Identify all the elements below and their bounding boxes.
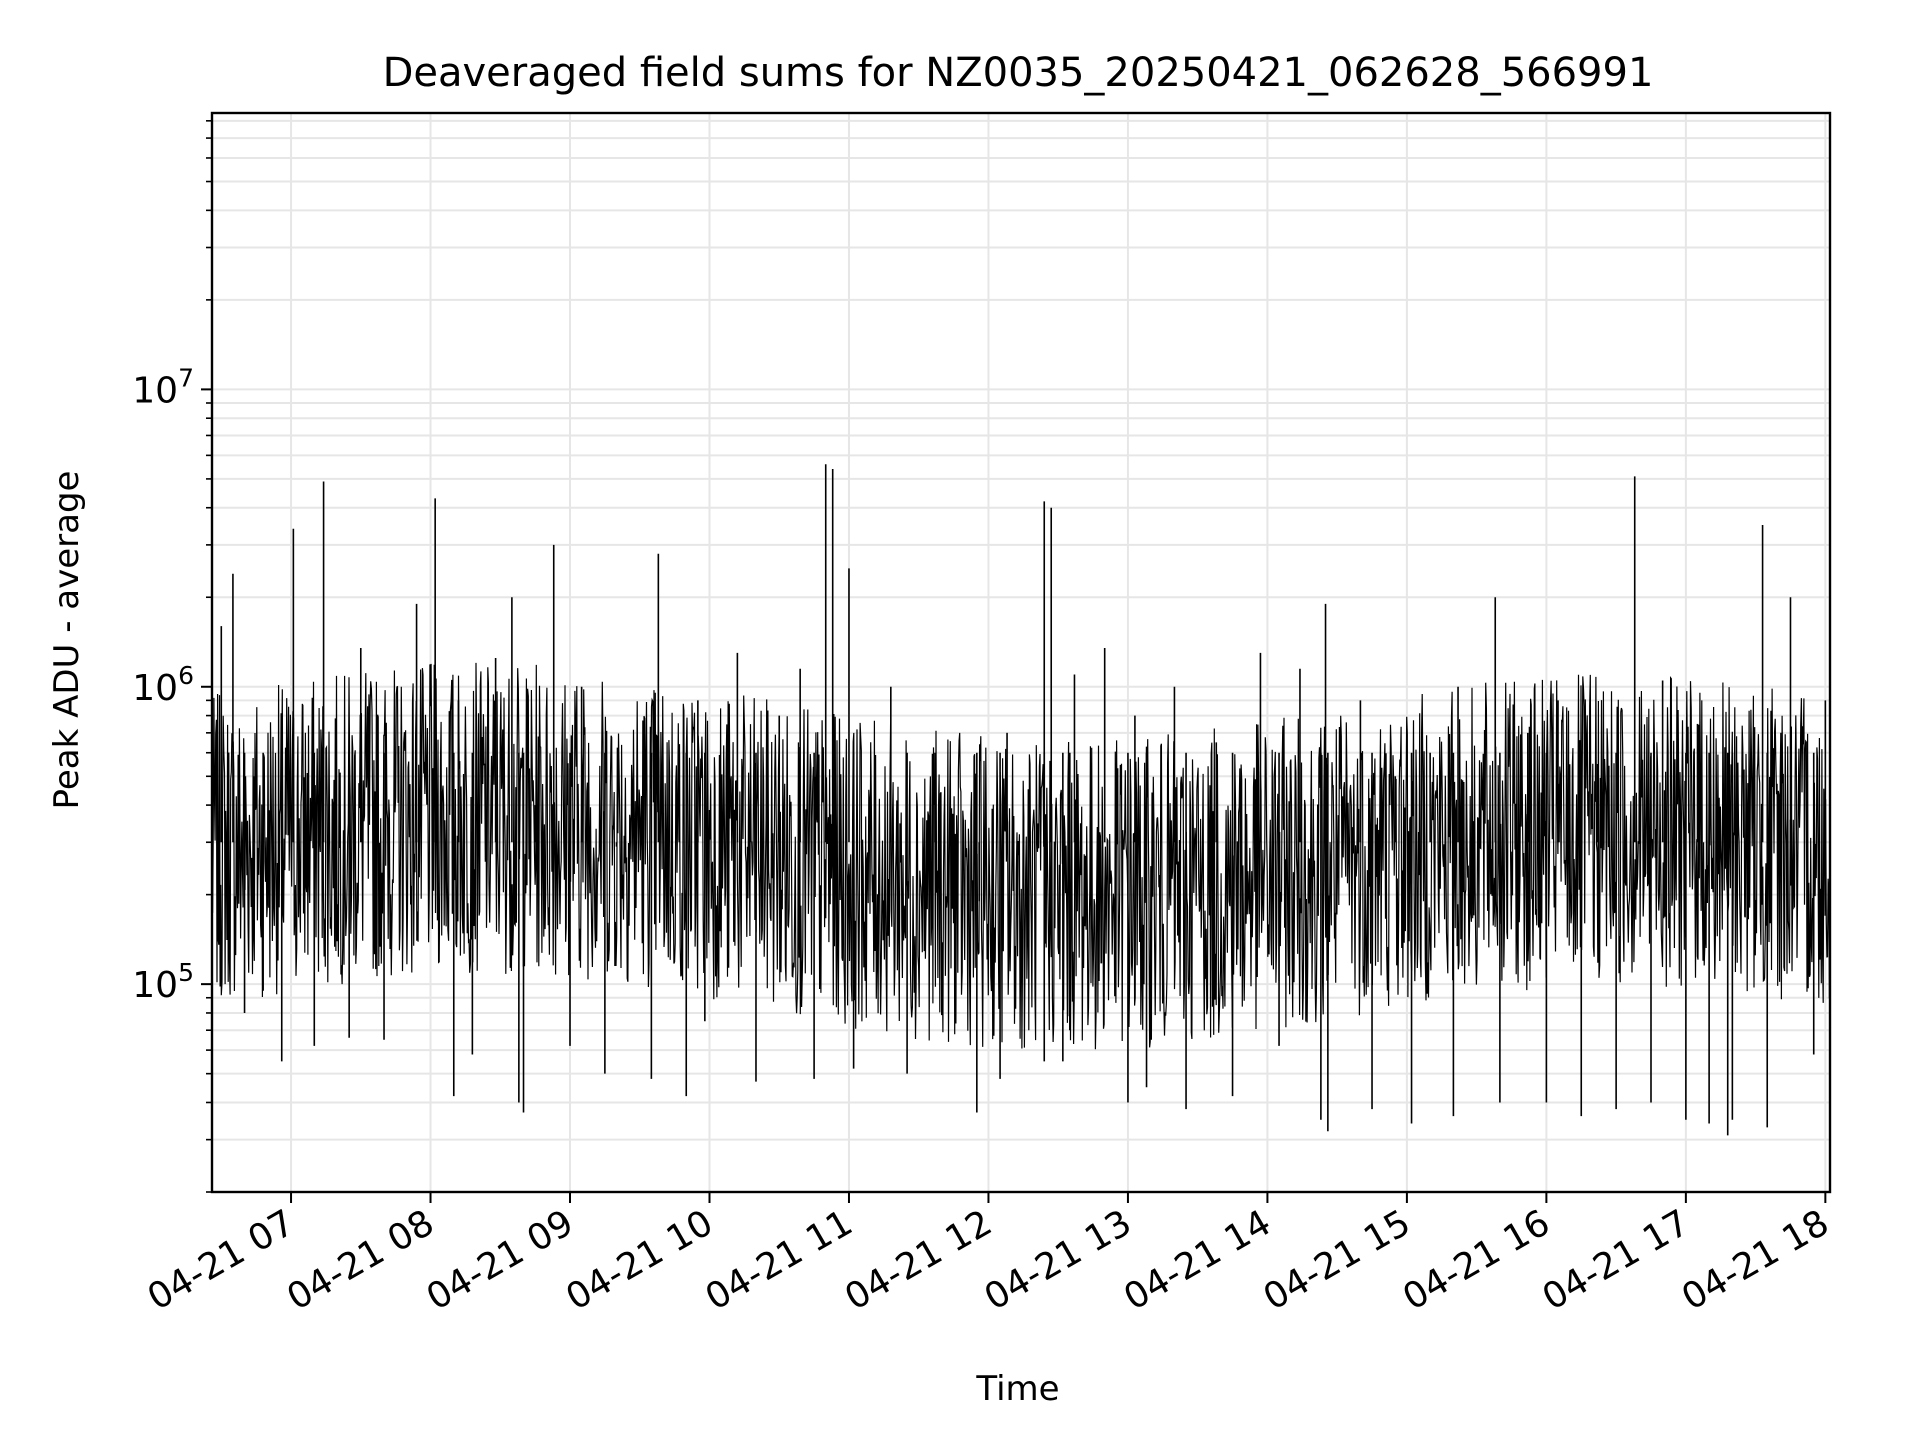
x-axis-label: Time <box>975 1369 1059 1409</box>
series-noise-line <box>211 662 1831 1050</box>
y-axis-label: Peak ADU - average <box>47 471 87 810</box>
y-tick-exponent: 5 <box>178 958 194 987</box>
data-series <box>211 464 1831 1136</box>
chart-title: Deaveraged field sums for NZ0035_2025042… <box>383 50 1654 96</box>
y-tick-label: 106 <box>132 661 194 709</box>
plot-area-frame <box>210 111 1832 1194</box>
y-tick-exponent: 6 <box>178 661 194 690</box>
y-tick-exponent: 7 <box>178 363 194 392</box>
